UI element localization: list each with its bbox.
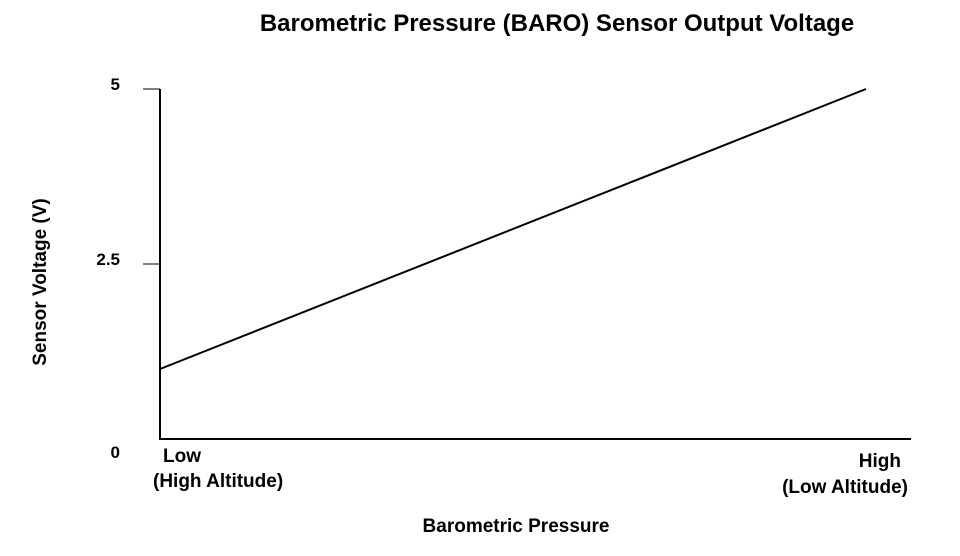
chart-title: Barometric Pressure (BARO) Sensor Output… — [260, 10, 854, 37]
x-axis-label: Barometric Pressure — [423, 516, 610, 537]
voltage-series-line — [159, 88, 867, 370]
x-low-label: Low — [163, 446, 201, 467]
series-layer — [159, 88, 867, 370]
x-high-label: High — [859, 451, 901, 472]
x-high-sublabel: (Low Altitude) — [782, 477, 908, 498]
y-tick-label: 2.5 — [96, 250, 120, 269]
y-tick-label: 5 — [111, 75, 120, 94]
y-axis-label: Sensor Voltage (V) — [30, 198, 51, 366]
x-low-sublabel: (High Altitude) — [153, 471, 283, 492]
y-tick-label: 0 — [111, 443, 120, 462]
y-ticks: 02.55 — [96, 75, 160, 462]
